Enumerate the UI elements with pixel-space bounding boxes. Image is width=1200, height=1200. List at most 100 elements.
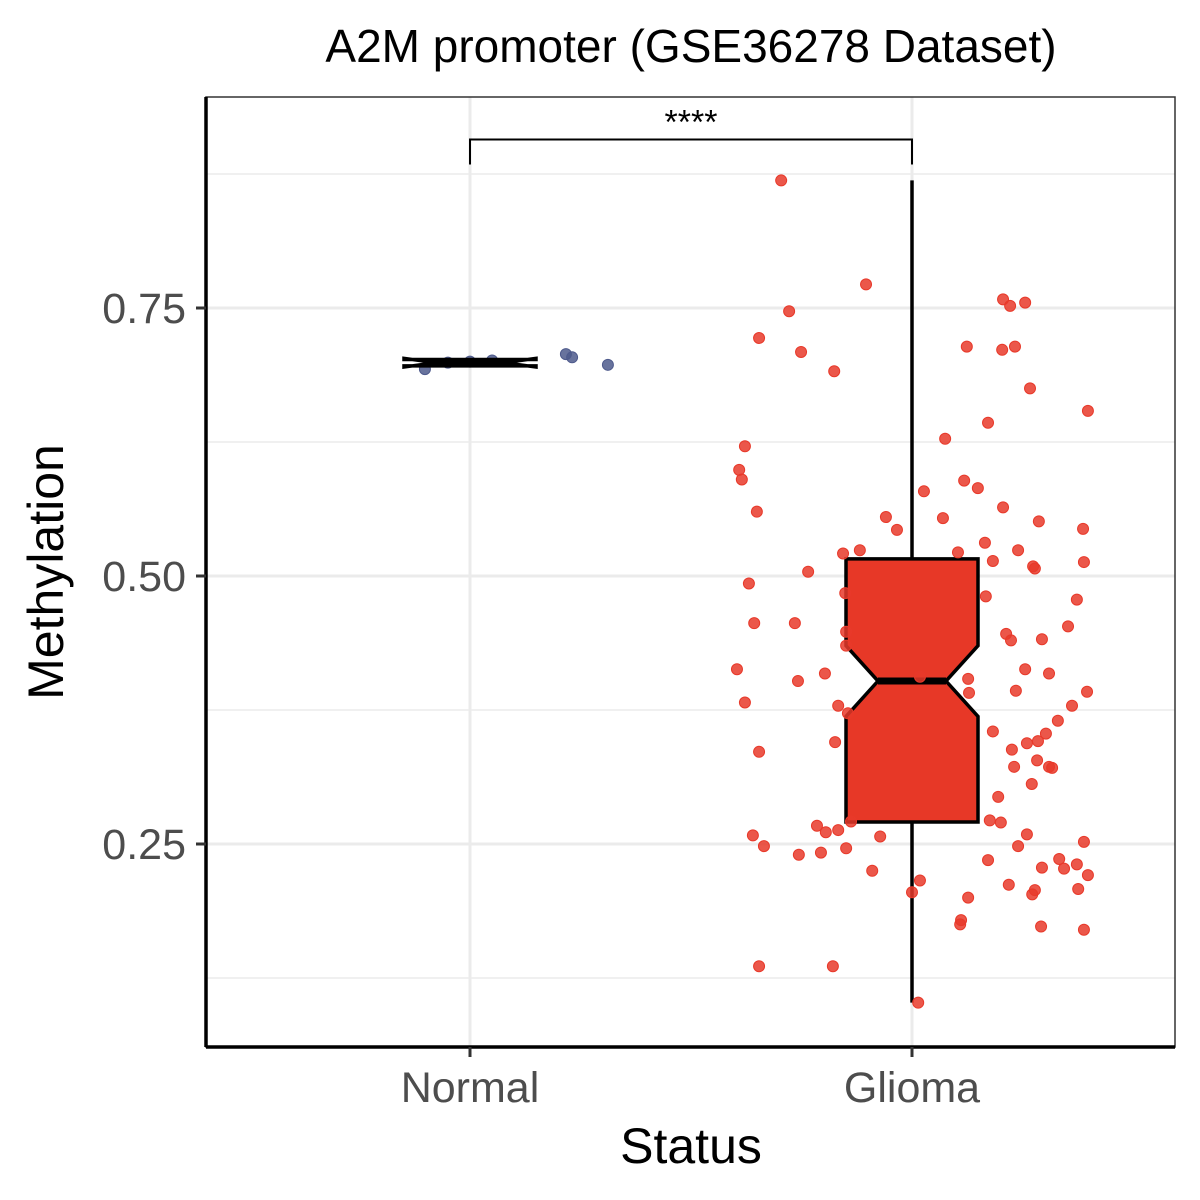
bracket-line: [469, 138, 913, 165]
data-point: [963, 686, 976, 699]
data-point: [1020, 828, 1033, 841]
data-point: [832, 699, 845, 712]
data-point: [742, 577, 755, 590]
y-axis-ticks: 0.25 0.50 0.75: [102, 285, 206, 869]
data-point: [1043, 667, 1056, 680]
data-point: [746, 829, 759, 842]
data-point: [1026, 888, 1039, 901]
data-point: [860, 278, 873, 291]
data-point: [960, 340, 973, 353]
data-point: [753, 960, 766, 973]
data-point: [601, 358, 614, 371]
panel-border: [205, 96, 1176, 1048]
y-axis-label: Methylation: [18, 444, 74, 700]
data-point: [738, 440, 751, 453]
data-point: [853, 544, 866, 557]
data-point: [1058, 862, 1071, 875]
data-point: [738, 696, 751, 709]
x-tick-label: Glioma: [844, 1064, 980, 1112]
data-point: [1035, 633, 1048, 646]
data-point: [757, 840, 770, 853]
data-point: [890, 523, 903, 536]
data-point: [1025, 777, 1038, 790]
data-point: [814, 846, 827, 859]
data-point: [879, 511, 892, 524]
data-point: [874, 830, 887, 843]
data-point: [1046, 761, 1059, 774]
y-tick-label: 0.75: [102, 285, 186, 333]
data-point: [962, 672, 975, 685]
data-point: [1081, 404, 1094, 417]
y-tick-label: 0.25: [102, 821, 186, 869]
data-point: [1005, 634, 1018, 647]
data-point: [829, 736, 842, 749]
data-point: [996, 343, 1009, 356]
data-point: [810, 819, 823, 832]
chart-title: A2M promoter (GSE36278 Dataset): [325, 20, 1056, 72]
data-point: [826, 960, 839, 973]
data-point: [750, 505, 763, 518]
data-point: [839, 587, 852, 600]
significance-bracket: ****: [469, 103, 913, 165]
data-point: [775, 174, 788, 187]
data-point: [566, 351, 579, 364]
data-point: [986, 725, 999, 738]
data-point: [1053, 853, 1066, 866]
data-point: [983, 814, 996, 827]
data-point: [1077, 835, 1090, 848]
data-point: [951, 546, 964, 559]
data-point: [791, 675, 804, 688]
data-point: [1032, 515, 1045, 528]
data-point: [971, 482, 984, 495]
x-tick-label: Normal: [401, 1064, 540, 1112]
data-point: [840, 625, 853, 638]
data-point: [1077, 556, 1090, 569]
data-point: [1077, 923, 1090, 936]
data-point: [753, 332, 766, 345]
data-point: [994, 816, 1007, 829]
data-point: [1072, 883, 1085, 896]
data-point: [1035, 920, 1048, 933]
data-point: [939, 432, 952, 445]
data-point: [845, 815, 858, 828]
grid-lines: [206, 97, 1175, 1047]
data-point: [837, 547, 850, 560]
x-axis-ticks: Normal Glioma: [401, 1047, 980, 1112]
glioma-points: [730, 174, 1094, 1009]
data-point: [1062, 620, 1075, 633]
data-point: [912, 996, 925, 1009]
data-point: [828, 365, 841, 378]
data-point: [788, 617, 801, 630]
data-point: [1005, 743, 1018, 756]
data-point: [866, 864, 879, 877]
data-point: [936, 512, 949, 525]
data-point: [1012, 544, 1025, 557]
data-point: [978, 536, 991, 549]
data-point: [1077, 522, 1090, 535]
data-point: [1070, 593, 1083, 606]
data-point: [1009, 684, 1022, 697]
data-point: [992, 790, 1005, 803]
data-point: [997, 501, 1010, 514]
boxes: [402, 180, 980, 1003]
data-point: [913, 874, 926, 887]
data-point: [753, 745, 766, 758]
data-point: [982, 416, 995, 429]
data-point: [954, 918, 967, 931]
data-point: [1070, 858, 1083, 871]
data-point: [748, 617, 761, 630]
data-point: [979, 590, 992, 603]
data-point: [1035, 861, 1048, 874]
data-point: [840, 639, 853, 652]
data-point: [730, 663, 743, 676]
data-point: [1020, 737, 1033, 750]
data-point: [1039, 727, 1052, 740]
data-point: [917, 485, 930, 498]
data-point: [1024, 382, 1037, 395]
y-tick-label: 0.50: [102, 553, 186, 601]
box-glioma: [844, 557, 980, 824]
data-point: [1031, 754, 1044, 767]
data-point: [783, 305, 796, 318]
data-point: [795, 345, 808, 358]
